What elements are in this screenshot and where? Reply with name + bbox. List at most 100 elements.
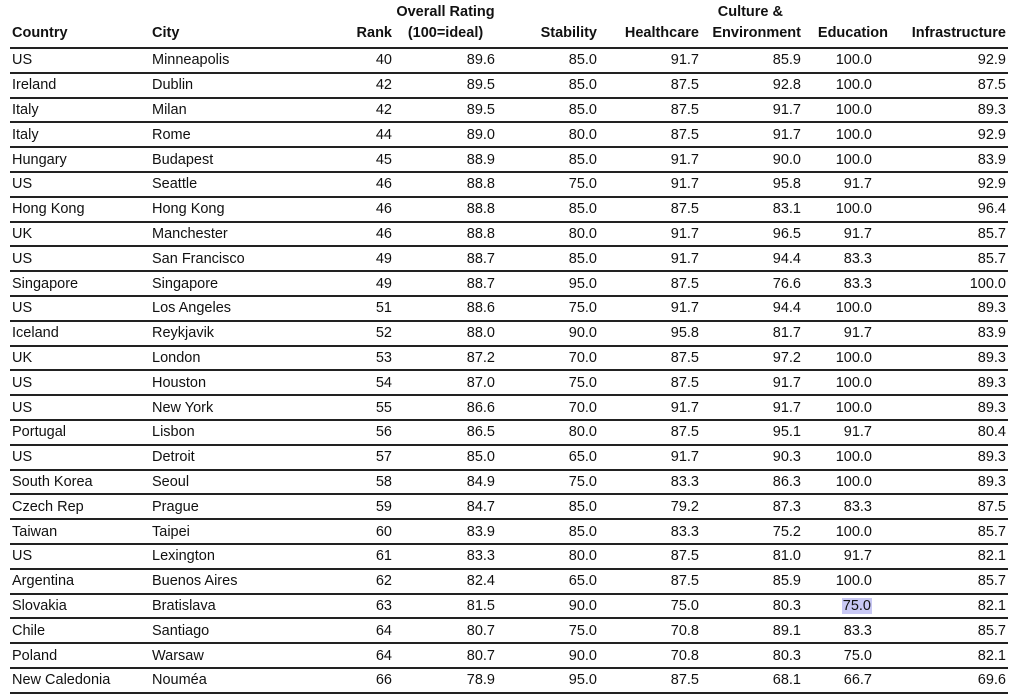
cell-education[interactable]: 91.7 [803,221,890,248]
cell-country[interactable]: US [10,543,150,570]
cell-education[interactable]: 75.0 [803,643,890,669]
cell-country[interactable]: Ireland [10,72,150,99]
cell-culture-environment[interactable]: 81.0 [701,543,803,570]
cell-education[interactable]: 100.0 [803,48,890,74]
cell-city[interactable]: Bratislava [150,593,320,620]
cell-infrastructure[interactable]: 83.9 [890,320,1008,347]
cell-overall-rating[interactable]: 88.7 [394,246,497,273]
cell-stability[interactable]: 75.0 [497,370,599,397]
cell-healthcare[interactable]: 91.7 [599,171,701,198]
cell-rank[interactable]: 44 [320,122,394,149]
cell-education[interactable]: 91.7 [803,419,890,446]
cell-country[interactable]: UK [10,345,150,372]
cell-healthcare[interactable]: 87.5 [599,72,701,99]
cell-healthcare[interactable]: 91.7 [599,221,701,248]
cell-overall-rating[interactable]: 89.5 [394,97,497,124]
cell-rank[interactable]: 46 [320,171,394,198]
cell-overall-rating[interactable]: 88.8 [394,196,497,223]
cell-city[interactable]: Rome [150,122,320,149]
cell-culture-environment[interactable]: 91.7 [701,122,803,149]
cell-city[interactable]: Hong Kong [150,196,320,223]
cell-stability[interactable]: 80.0 [497,221,599,248]
cell-infrastructure[interactable]: 92.9 [890,48,1008,74]
cell-rank[interactable]: 49 [320,271,394,297]
cell-stability[interactable]: 75.0 [497,469,599,496]
cell-rank[interactable]: 59 [320,494,394,521]
cell-infrastructure[interactable]: 82.1 [890,543,1008,570]
cell-infrastructure[interactable]: 92.9 [890,171,1008,198]
cell-country[interactable]: US [10,295,150,322]
cell-city[interactable]: Singapore [150,271,320,297]
cell-culture-environment[interactable]: 95.1 [701,419,803,446]
cell-country[interactable]: New Caledonia [10,667,150,694]
cell-healthcare[interactable]: 87.5 [599,271,701,297]
cell-rank[interactable]: 42 [320,72,394,99]
cell-healthcare[interactable]: 91.7 [599,246,701,273]
cell-healthcare[interactable]: 87.5 [599,345,701,372]
cell-stability[interactable]: 65.0 [497,444,599,471]
cell-rank[interactable]: 61 [320,543,394,570]
cell-overall-rating[interactable]: 84.7 [394,494,497,521]
cell-rank[interactable]: 49 [320,246,394,273]
cell-infrastructure[interactable]: 82.1 [890,593,1008,620]
cell-rank[interactable]: 46 [320,196,394,223]
cell-infrastructure[interactable]: 69.6 [890,667,1008,694]
cell-culture-environment[interactable]: 85.9 [701,48,803,74]
cell-city[interactable]: San Francisco [150,246,320,273]
cell-stability[interactable]: 90.0 [497,593,599,620]
cell-country[interactable]: Poland [10,643,150,669]
cell-overall-rating[interactable]: 88.8 [394,221,497,248]
cell-overall-rating[interactable]: 88.0 [394,320,497,347]
cell-education[interactable]: 75.0 [803,593,890,620]
cell-healthcare[interactable]: 91.7 [599,295,701,322]
cell-healthcare[interactable]: 91.7 [599,48,701,74]
cell-stability[interactable]: 85.0 [497,97,599,124]
cell-education[interactable]: 91.7 [803,543,890,570]
cell-culture-environment[interactable]: 86.3 [701,469,803,496]
cell-city[interactable]: Budapest [150,147,320,173]
cell-education[interactable]: 83.3 [803,271,890,297]
cell-country[interactable]: Czech Rep [10,494,150,521]
cell-overall-rating[interactable]: 86.5 [394,419,497,446]
cell-infrastructure[interactable]: 89.3 [890,345,1008,372]
cell-stability[interactable]: 85.0 [497,48,599,74]
cell-culture-environment[interactable]: 81.7 [701,320,803,347]
cell-rank[interactable]: 62 [320,568,394,595]
cell-education[interactable]: 100.0 [803,196,890,223]
cell-education[interactable]: 100.0 [803,345,890,372]
cell-education[interactable]: 100.0 [803,568,890,595]
cell-culture-environment[interactable]: 89.1 [701,618,803,645]
cell-culture-environment[interactable]: 91.7 [701,370,803,397]
cell-culture-environment[interactable]: 94.4 [701,246,803,273]
cell-infrastructure[interactable]: 85.7 [890,618,1008,645]
cell-culture-environment[interactable]: 80.3 [701,643,803,669]
cell-culture-environment[interactable]: 76.6 [701,271,803,297]
cell-infrastructure[interactable]: 89.3 [890,444,1008,471]
cell-culture-environment[interactable]: 91.7 [701,395,803,421]
cell-rank[interactable]: 40 [320,48,394,74]
cell-healthcare[interactable]: 87.5 [599,543,701,570]
cell-city[interactable]: Dublin [150,72,320,99]
cell-city[interactable]: Buenos Aires [150,568,320,595]
cell-overall-rating[interactable]: 87.2 [394,345,497,372]
cell-overall-rating[interactable]: 84.9 [394,469,497,496]
cell-stability[interactable]: 80.0 [497,543,599,570]
cell-city[interactable]: Milan [150,97,320,124]
cell-city[interactable]: Seattle [150,171,320,198]
cell-city[interactable]: Los Angeles [150,295,320,322]
cell-country[interactable]: US [10,395,150,421]
cell-healthcare[interactable]: 83.3 [599,519,701,545]
cell-rank[interactable]: 63 [320,593,394,620]
cell-city[interactable]: Manchester [150,221,320,248]
cell-rank[interactable]: 46 [320,221,394,248]
cell-overall-rating[interactable]: 86.6 [394,395,497,421]
cell-country[interactable]: US [10,48,150,74]
cell-overall-rating[interactable]: 88.6 [394,295,497,322]
cell-country[interactable]: Chile [10,618,150,645]
cell-infrastructure[interactable]: 80.4 [890,419,1008,446]
cell-overall-rating[interactable]: 78.9 [394,667,497,694]
cell-healthcare[interactable]: 95.8 [599,320,701,347]
cell-healthcare[interactable]: 70.8 [599,618,701,645]
cell-city[interactable]: Reykjavik [150,320,320,347]
cell-rank[interactable]: 60 [320,519,394,545]
